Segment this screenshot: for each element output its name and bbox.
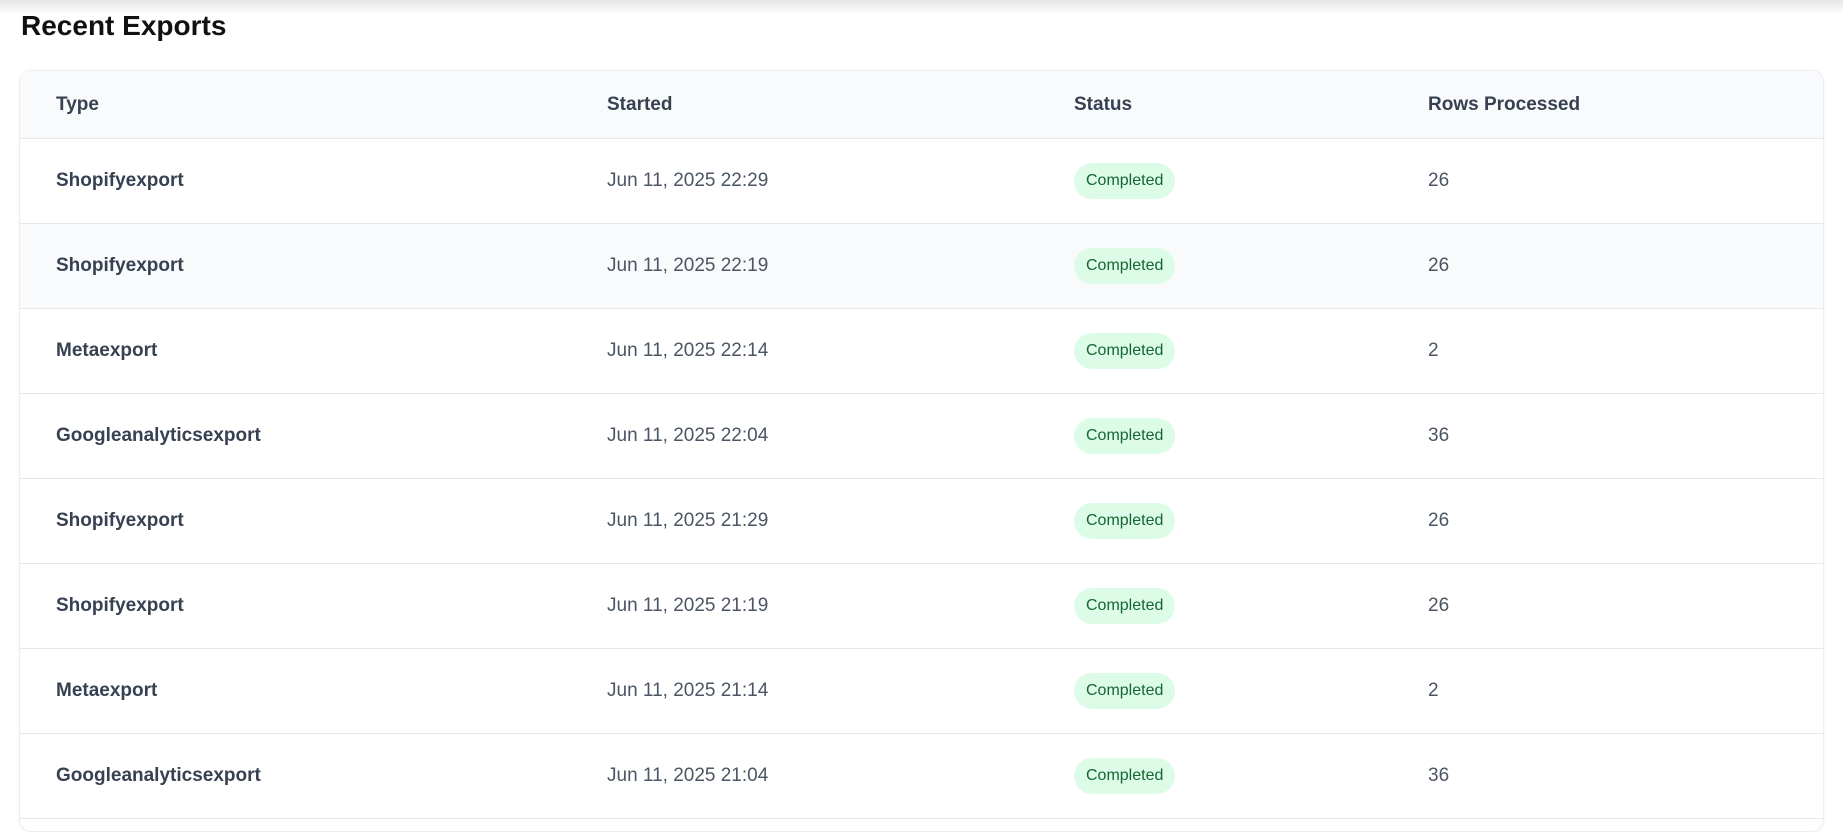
cell-started: Jun 11, 2025 22:04 bbox=[607, 425, 769, 446]
cell-status: Completed bbox=[1074, 248, 1176, 284]
cell-type: Shopifyexport bbox=[56, 255, 184, 276]
cell-rows-processed: 26 bbox=[1428, 510, 1450, 531]
status-badge: Completed bbox=[1074, 418, 1176, 454]
cell-type: Googleanalyticsexport bbox=[56, 765, 261, 786]
cell-rows-processed: 26 bbox=[1428, 170, 1450, 191]
status-badge: Completed bbox=[1074, 163, 1176, 199]
cell-rows-processed: 36 bbox=[1428, 765, 1450, 786]
status-badge: Completed bbox=[1074, 503, 1176, 539]
cell-rows-processed: 2 bbox=[1428, 680, 1439, 701]
status-badge: Completed bbox=[1074, 758, 1176, 794]
table-row[interactable]: Shopifyexport Jun 11, 2025 21:29 Completed… bbox=[20, 479, 1823, 564]
table-row[interactable]: Googleanalyticsexport Jun 11, 2025 21:04 C… bbox=[20, 734, 1823, 819]
status-badge: Completed bbox=[1074, 588, 1176, 624]
cell-status: Completed bbox=[1074, 673, 1176, 709]
cell-rows-processed: 2 bbox=[1428, 340, 1439, 361]
column-header-started: Started bbox=[607, 93, 673, 115]
cell-status: Completed bbox=[1074, 333, 1176, 369]
cell-started: Jun 11, 2025 21:19 bbox=[607, 595, 769, 616]
table-header: Type Started Status Rows Processed bbox=[20, 71, 1823, 139]
status-badge: Completed bbox=[1074, 248, 1176, 284]
cell-type: Metaexport bbox=[56, 680, 158, 701]
cell-status: Completed bbox=[1074, 503, 1176, 539]
cell-type: Shopifyexport bbox=[56, 595, 184, 616]
column-header-rows-processed: Rows Processed bbox=[1428, 93, 1581, 115]
cell-status: Completed bbox=[1074, 588, 1176, 624]
cell-rows-processed: 26 bbox=[1428, 255, 1450, 276]
table-row[interactable]: Shopifyexport Jun 11, 2025 22:29 Completed… bbox=[20, 139, 1823, 224]
cell-started: Jun 11, 2025 21:04 bbox=[607, 765, 769, 786]
table-row[interactable]: Shopifyexport Jun 11, 2025 22:19 Completed… bbox=[20, 224, 1823, 309]
cell-started: Jun 11, 2025 21:29 bbox=[607, 510, 769, 531]
cell-type: Metaexport bbox=[56, 340, 158, 361]
cell-started: Jun 11, 2025 22:19 bbox=[607, 255, 769, 276]
table-row[interactable]: Googleanalyticsexport Jun 11, 2025 22:04 C… bbox=[20, 394, 1823, 479]
cell-status: Completed bbox=[1074, 758, 1176, 794]
status-badge: Completed bbox=[1074, 673, 1176, 709]
cell-rows-processed: 26 bbox=[1428, 595, 1450, 616]
cell-type: Googleanalyticsexport bbox=[56, 425, 261, 446]
cell-type: Shopifyexport bbox=[56, 510, 184, 531]
cell-type: Shopifyexport bbox=[56, 170, 184, 191]
column-header-type: Type bbox=[56, 93, 99, 115]
cell-started: Jun 11, 2025 22:14 bbox=[607, 340, 769, 361]
cell-status: Completed bbox=[1074, 418, 1176, 454]
cell-started: Jun 11, 2025 22:29 bbox=[607, 170, 769, 191]
top-shadow bbox=[0, 0, 1843, 14]
cell-rows-processed: 36 bbox=[1428, 425, 1450, 446]
table-row[interactable]: Metaexport Jun 11, 2025 22:14 Completed 2 bbox=[20, 309, 1823, 394]
table-row[interactable]: Metaexport Jun 11, 2025 21:14 Completed 2 bbox=[20, 649, 1823, 734]
cell-started: Jun 11, 2025 21:14 bbox=[607, 680, 769, 701]
table-row[interactable]: Shopifyexport Jun 11, 2025 21:19 Completed… bbox=[20, 564, 1823, 649]
exports-table: Type Started Status Rows Processed Shopi… bbox=[19, 70, 1824, 832]
status-badge: Completed bbox=[1074, 333, 1176, 369]
page-title: Recent Exports bbox=[21, 10, 227, 41]
column-header-status: Status bbox=[1074, 93, 1133, 115]
cell-status: Completed bbox=[1074, 163, 1176, 199]
